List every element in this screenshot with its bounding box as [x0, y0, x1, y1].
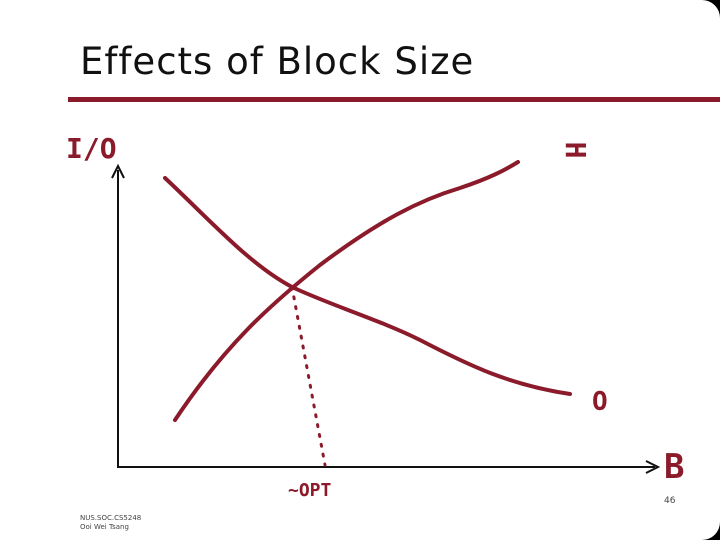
- x-axis-arrow: [645, 460, 661, 474]
- x-axis-label: B: [664, 447, 684, 487]
- o-curve: [163, 176, 572, 396]
- footer-author: Ooi Wei Tsang: [80, 523, 129, 531]
- slide-title: Effects of Block Size: [80, 40, 475, 83]
- h-curve: [173, 160, 520, 422]
- footer-course: NUS.SOC.CS5248: [80, 514, 142, 522]
- optimum-line: [290, 285, 327, 467]
- optimum-label: ~OPT: [288, 480, 332, 501]
- title-rule: [68, 97, 720, 102]
- h-curve-label: H: [559, 142, 592, 159]
- y-axis-arrow: [111, 163, 125, 179]
- page-number: 46: [664, 496, 676, 506]
- o-curve-label: O: [592, 387, 608, 417]
- y-axis-label: I/O: [66, 132, 117, 165]
